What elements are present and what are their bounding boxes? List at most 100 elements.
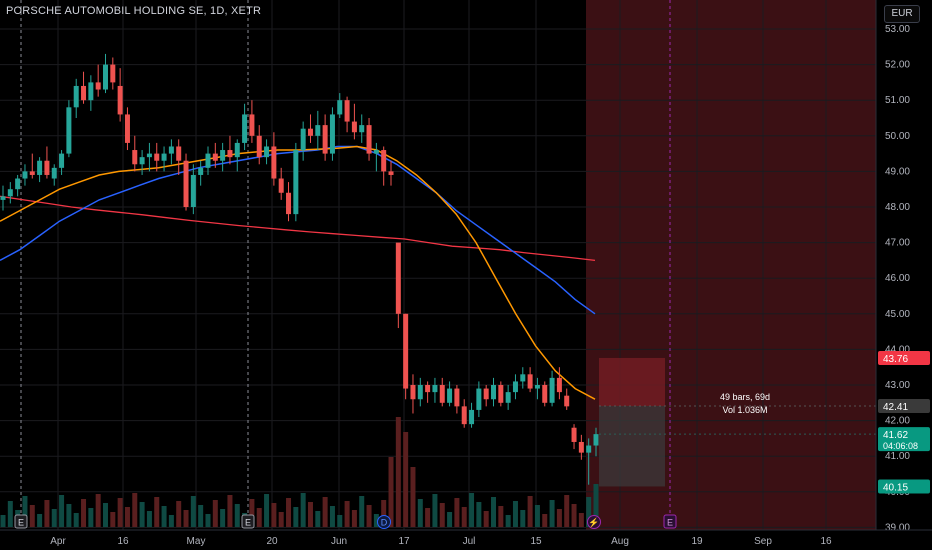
candle-body <box>37 160 43 175</box>
volume-bar <box>469 493 475 527</box>
volume-bar <box>168 515 174 527</box>
candle-body <box>234 142 240 158</box>
candle-body <box>51 167 57 179</box>
x-tick-label: 20 <box>266 536 278 547</box>
volume-bar <box>176 501 182 527</box>
price-tag-low: 40.15 <box>883 482 908 493</box>
y-tick-label: 39.00 <box>885 522 910 533</box>
candle-body <box>0 196 6 200</box>
ma-orange-line <box>0 145 596 400</box>
x-tick-label: Sep <box>754 536 772 547</box>
volume-bar <box>447 512 453 527</box>
candle-body <box>161 153 167 161</box>
candle-body <box>22 171 28 179</box>
volume-bar <box>578 513 584 527</box>
candle-body <box>439 385 445 403</box>
price-tag-last-bg <box>878 427 930 452</box>
candle-body <box>117 85 123 115</box>
y-tick-label: 52.00 <box>885 60 910 71</box>
volume-bar <box>88 508 94 527</box>
y-tick-label: 51.00 <box>885 95 910 106</box>
earnings-marker-label: E <box>245 518 251 528</box>
volume-bar <box>307 502 313 527</box>
volume-bar <box>190 496 196 527</box>
candle-body <box>293 150 299 215</box>
volume-bar <box>212 500 218 527</box>
candle-body <box>410 385 416 400</box>
volume-bar <box>44 500 50 527</box>
volume-bar <box>293 507 299 527</box>
x-tick-label: 17 <box>398 536 410 547</box>
volume-bar <box>102 503 108 527</box>
x-tick-label: Jul <box>463 536 476 547</box>
candle-body <box>190 174 196 207</box>
volume-bar <box>139 502 145 527</box>
volume-bar <box>534 505 540 527</box>
y-tick-label: 42.00 <box>885 416 910 427</box>
candle-body <box>307 128 313 136</box>
price-tag-top: 43.76 <box>883 354 908 365</box>
candle-body <box>483 388 489 400</box>
candle-body <box>124 114 130 143</box>
volume-bar <box>483 511 489 527</box>
currency-button[interactable]: EUR <box>884 5 920 23</box>
candle-body <box>249 114 255 136</box>
candle-body <box>110 64 116 83</box>
candle-body <box>300 128 306 151</box>
volume-bar <box>549 500 555 527</box>
volume-bar <box>132 493 138 527</box>
volume-bar <box>7 501 13 527</box>
volume-bar <box>146 511 152 527</box>
volume-bar <box>154 497 160 527</box>
x-tick-label: May <box>187 536 206 547</box>
y-tick-label: 48.00 <box>885 202 910 213</box>
volume-bar <box>110 512 116 527</box>
candle-body <box>198 167 204 175</box>
candle-body <box>264 146 270 158</box>
volume-bar <box>315 511 321 527</box>
candle-body <box>227 150 233 158</box>
volume-bar <box>425 508 431 527</box>
earnings-marker-label: E <box>667 518 673 528</box>
ma-red-line <box>0 195 596 262</box>
candle-body <box>176 146 182 161</box>
candle-body <box>95 82 101 90</box>
volume-bar <box>95 494 101 527</box>
candle-body <box>322 125 328 154</box>
volume-bar <box>286 498 292 527</box>
volume-bar <box>249 499 255 527</box>
candle-body <box>491 385 497 400</box>
candle-body <box>81 85 87 101</box>
candle-body <box>315 125 321 136</box>
volume-bar <box>220 509 226 527</box>
volume-bar <box>300 493 306 527</box>
volume-bar <box>373 514 379 527</box>
price-tag-last: 41.62 <box>883 430 908 441</box>
candle-body <box>256 135 262 158</box>
volume-bar <box>432 494 438 527</box>
candle-body <box>344 100 350 122</box>
candle-body <box>278 178 284 193</box>
candle-body <box>154 153 160 161</box>
candle-body <box>337 100 343 115</box>
measure-bars-label: 49 bars, 69d <box>720 392 770 402</box>
volume-bar <box>161 506 167 527</box>
x-tick-label: 16 <box>117 536 129 547</box>
candle-body <box>59 153 65 168</box>
volume-bar <box>271 503 277 527</box>
volume-bar <box>366 505 372 527</box>
volume-bar <box>476 502 482 527</box>
y-tick-label: 46.00 <box>885 273 910 284</box>
candle-body <box>447 388 453 403</box>
y-tick-label: 45.00 <box>885 309 910 320</box>
split-marker-label: ⚡ <box>588 517 599 529</box>
volume-bar <box>542 514 548 527</box>
candle-body <box>469 409 475 425</box>
volume-bar <box>586 497 592 527</box>
candle-body <box>520 374 526 382</box>
price-tag-countdown: 04:06:08 <box>883 441 918 451</box>
y-tick-label: 49.00 <box>885 166 910 177</box>
candle-body <box>578 441 584 453</box>
volume-bar <box>73 513 79 527</box>
